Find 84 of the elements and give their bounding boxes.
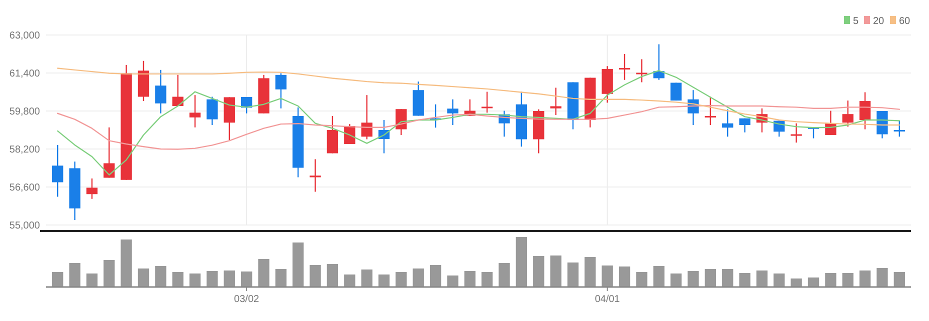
x-tick-label: 03/02 (234, 294, 260, 305)
candlestick (86, 178, 98, 200)
candlestick (310, 158, 321, 192)
candlestick (155, 69, 166, 114)
candlestick (894, 120, 905, 138)
bar (464, 271, 476, 287)
bar (774, 274, 785, 287)
candlestick (722, 108, 734, 138)
bar (104, 260, 115, 287)
bar (842, 273, 854, 287)
candlestick (704, 96, 716, 126)
candlestick (206, 96, 218, 126)
bar (447, 276, 458, 287)
y-tick-label: 56,600 (9, 182, 40, 194)
candlestick (618, 53, 630, 80)
bar (482, 272, 493, 287)
candlestick (790, 122, 802, 144)
bar (378, 274, 390, 287)
bar (550, 256, 562, 287)
bar (756, 270, 768, 287)
bar (688, 271, 699, 287)
bar (790, 278, 802, 287)
bar (739, 273, 750, 287)
bar (584, 257, 596, 287)
bar (396, 272, 407, 287)
candlestick (189, 94, 201, 128)
bar (602, 266, 613, 287)
y-tick-label: 61,400 (9, 68, 40, 80)
candlestick (361, 94, 372, 140)
bar (172, 272, 184, 287)
bar (533, 256, 544, 287)
bar (206, 271, 218, 287)
bar (86, 274, 98, 287)
x-tick-label: 04/01 (594, 294, 620, 305)
bar (653, 266, 664, 287)
candlestick (550, 87, 562, 116)
bar (636, 272, 648, 287)
bar (722, 269, 734, 287)
legend-label: 5 (853, 16, 859, 27)
candlestick (842, 100, 854, 128)
bar (224, 270, 235, 287)
bar (498, 263, 510, 287)
bar (344, 274, 356, 287)
bar (430, 265, 442, 287)
bar (808, 278, 820, 287)
candlestick (396, 108, 407, 136)
bar (240, 272, 252, 287)
bar (859, 270, 871, 287)
bar (618, 266, 630, 287)
bar (567, 262, 579, 287)
y-tick-label: 58,200 (9, 144, 40, 156)
candlestick (326, 115, 338, 154)
bar (361, 270, 372, 287)
bar (69, 263, 80, 287)
candlestick (447, 98, 458, 126)
y-tick-label: 63,000 (9, 30, 40, 42)
candlestick (876, 110, 888, 139)
bar (326, 264, 338, 287)
bar (310, 265, 321, 287)
bar (138, 268, 150, 287)
bar (412, 268, 424, 287)
candlestick (52, 144, 64, 198)
bar (120, 240, 132, 287)
bar (155, 266, 166, 287)
y-tick-label: 59,800 (9, 106, 40, 118)
candlestick (670, 82, 682, 102)
y-tick-label: 55,000 (9, 220, 40, 232)
legend-label: 60 (899, 16, 911, 27)
bar (275, 269, 287, 287)
bar (516, 237, 528, 287)
candlestick (636, 58, 648, 83)
bar (704, 269, 716, 287)
candlestick (275, 72, 287, 109)
bar (876, 268, 888, 287)
bar (825, 273, 836, 287)
candlestick (482, 91, 493, 114)
candlestick (739, 118, 750, 133)
bar (52, 272, 64, 287)
bar (258, 259, 270, 287)
legend-label: 20 (873, 16, 885, 27)
bar (292, 242, 304, 287)
bar (670, 274, 682, 287)
bar (894, 272, 905, 287)
bar (189, 274, 201, 287)
